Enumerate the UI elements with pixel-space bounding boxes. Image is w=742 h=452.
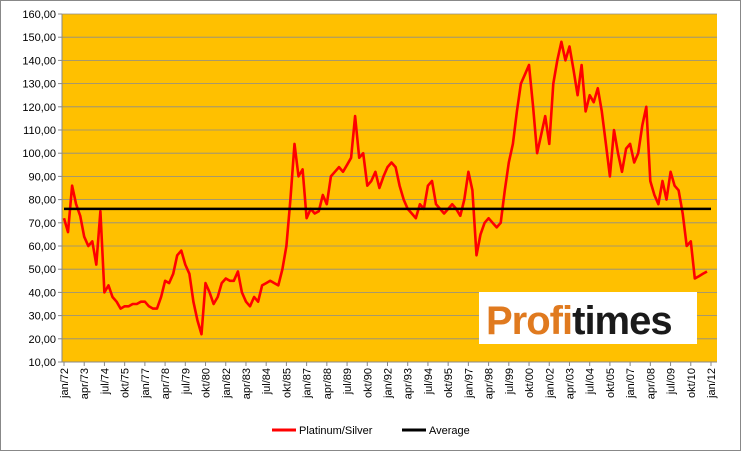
x-tick-label: jul/04 (585, 368, 597, 395)
x-tick-label: okt/80 (201, 368, 213, 398)
y-tick-label: 60,00 (28, 241, 56, 253)
y-tick-label: 90,00 (28, 171, 56, 183)
y-tick-label: 20,00 (28, 334, 56, 346)
y-tick-label: 140,00 (22, 55, 56, 67)
y-tick-label: 80,00 (28, 195, 56, 207)
x-tick-label: apr/08 (645, 368, 657, 399)
legend-label: Average (429, 425, 470, 437)
logo-part: times (572, 299, 672, 343)
y-tick-label: 150,00 (22, 32, 56, 44)
x-tick-label: apr/83 (241, 368, 253, 399)
x-tick-label: jan/07 (625, 368, 637, 399)
x-tick-label: jul/84 (261, 368, 273, 395)
y-tick-label: 70,00 (28, 218, 56, 230)
x-tick-label: okt/05 (605, 368, 617, 398)
legend-label: Platinum/Silver (299, 425, 373, 437)
data-line (62, 40, 708, 336)
y-tick-label: 120,00 (22, 102, 56, 114)
x-tick-label: jan/72 (59, 368, 71, 399)
x-tick-label: jul/74 (99, 368, 111, 395)
x-tick-label: jan/77 (140, 368, 152, 399)
x-tick-label: jan/12 (706, 368, 718, 399)
logo-box (479, 292, 697, 344)
x-tick-label: jul/99 (504, 368, 516, 395)
x-tick-label: okt/85 (281, 368, 293, 398)
x-tick-label: jan/92 (383, 368, 395, 399)
x-tick-label: jan/97 (463, 368, 475, 399)
x-tick-label: apr/78 (160, 368, 172, 399)
x-tick-label: jan/82 (221, 368, 233, 399)
x-tick-label: apr/98 (484, 368, 496, 399)
y-tick-label: 110,00 (23, 125, 56, 137)
x-tick-label: okt/75 (120, 368, 132, 398)
x-tick-label: jan/02 (544, 368, 556, 399)
y-tick-label: 50,00 (28, 264, 56, 276)
x-tick-label: apr/03 (564, 368, 576, 399)
x-tick-label: okt/90 (362, 368, 374, 398)
x-tick-label: jul/79 (180, 368, 192, 395)
x-tick-label: okt/10 (686, 368, 698, 398)
x-tick-label: apr/88 (322, 368, 334, 399)
x-tick-label: jul/09 (666, 368, 678, 395)
x-tick-label: apr/73 (79, 368, 91, 399)
x-tick-label: apr/93 (403, 368, 415, 399)
y-tick-label: 10,00 (28, 357, 56, 369)
x-tick-label: jul/94 (423, 368, 435, 395)
y-tick-label: 130,00 (22, 79, 56, 91)
y-tick-label: 30,00 (28, 311, 56, 323)
logo-part: Profi (486, 299, 572, 343)
logo: Profitimes (486, 299, 672, 343)
x-tick-label: jan/87 (302, 368, 314, 399)
y-tick-label: 40,00 (28, 287, 56, 299)
x-tick-label: okt/00 (524, 368, 536, 398)
x-tick-label: jul/89 (342, 368, 354, 395)
x-tick-label: okt/95 (443, 368, 455, 398)
y-tick-label: 100,00 (22, 148, 56, 160)
y-tick-label: 160,00 (22, 9, 56, 21)
